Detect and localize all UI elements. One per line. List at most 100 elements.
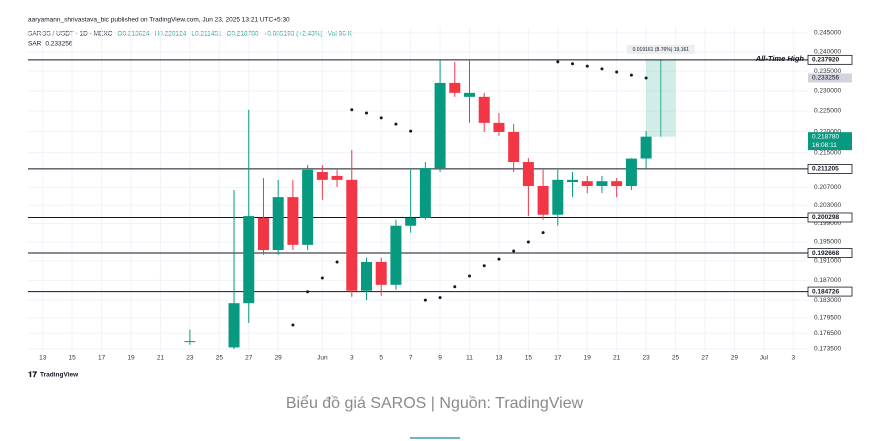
sar-dot <box>394 122 398 126</box>
measure-label-bg <box>626 45 695 54</box>
level-label-bg <box>807 212 853 223</box>
sar-dot <box>497 257 501 261</box>
x-tick-label: 29 <box>731 355 739 362</box>
legend-item: SAROS / USDT · 1D · MEXC <box>28 31 113 38</box>
sar-dot <box>409 129 413 133</box>
x-tick-label: Jul <box>760 355 769 362</box>
candle-body <box>360 261 372 291</box>
sar-dot <box>291 323 295 327</box>
header: aaryamann_shrivastava_bic published on T… <box>28 17 290 24</box>
candle-body <box>552 179 564 215</box>
candle-body <box>331 175 343 180</box>
candle-body <box>419 168 431 218</box>
sar-dot <box>600 67 604 71</box>
candle-body <box>493 122 505 132</box>
legend: SAROS / USDT · 1D · MEXC O0.213624 H0.2201… <box>28 31 353 48</box>
candle-body <box>390 225 402 285</box>
x-tick-label: 21 <box>157 355 165 362</box>
candle-body <box>287 197 299 245</box>
x-tick-label: 15 <box>69 355 77 362</box>
x-tick-label: 13 <box>39 355 47 362</box>
sar-dot <box>320 276 324 280</box>
x-tick-label: 9 <box>438 355 442 362</box>
y-tick-label: 0.203000 <box>814 202 841 209</box>
level-label: 0.211205 <box>812 166 839 173</box>
y-tick-label: 0.187000 <box>814 277 841 284</box>
x-tick-label: 21 <box>613 355 621 362</box>
sar-dot <box>526 240 530 244</box>
sar-dot <box>482 264 486 268</box>
x-tick-label: 7 <box>409 355 413 362</box>
legend-item: C0.218780 <box>227 31 259 38</box>
candle-body <box>375 261 387 285</box>
sar-dot <box>585 64 589 68</box>
y-tick-label: 0.183000 <box>814 297 841 304</box>
sar-dot <box>615 70 619 74</box>
price-label-bg <box>808 73 852 83</box>
y-tick-label: 0.225000 <box>814 108 841 115</box>
legend-item: H0.220124 <box>155 31 187 38</box>
logo-mark: 𝟏𝟕 <box>28 370 37 379</box>
candle-body <box>640 136 652 159</box>
legend-item: Vol 96 K <box>328 31 353 38</box>
x-tick-label: 17 <box>554 355 562 362</box>
measure-label: 0.019161 (8.76%) 19,161 <box>633 47 690 53</box>
y-tick-label: 0.195000 <box>814 239 841 246</box>
sar-dot <box>306 290 310 294</box>
caption-underline <box>410 437 460 439</box>
x-tick-label: 23 <box>186 355 194 362</box>
x-tick-label: 25 <box>216 355 224 362</box>
candle-body <box>302 169 314 245</box>
candle-body <box>257 217 269 251</box>
level-annotation: All-Time High <box>755 54 805 63</box>
candle-body <box>596 181 608 187</box>
candle-body <box>346 179 358 291</box>
y-tick-label: 0.230000 <box>814 88 841 95</box>
sar-dot <box>571 62 575 66</box>
sar-dot <box>556 60 560 64</box>
y-tick-label: 0.240000 <box>814 49 841 56</box>
level-label-bg <box>807 164 853 174</box>
x-tick-label: 15 <box>525 355 533 362</box>
level-label: 0.200298 <box>812 214 839 221</box>
sar-dot <box>512 249 516 253</box>
level-label: 0.192668 <box>812 250 839 257</box>
price-label-bg <box>808 132 852 151</box>
candle-body <box>478 96 490 123</box>
legend-item: O0.213624 <box>117 31 150 38</box>
y-tick-label: 0.207000 <box>814 184 841 191</box>
candle-body <box>316 171 328 180</box>
x-tick-label: 11 <box>466 355 473 362</box>
y-tick-label: 0.176500 <box>814 330 841 337</box>
y-tick-label: 0.173500 <box>814 346 841 353</box>
candle-body <box>243 216 255 304</box>
candle-body <box>537 186 549 215</box>
x-tick-label: 29 <box>275 355 283 362</box>
legend-item: +0.005193 (+2.43%) <box>263 31 322 38</box>
y-tick-label: 0.179500 <box>814 315 841 322</box>
x-tick-label: 13 <box>495 355 503 362</box>
candle-body <box>434 82 446 169</box>
candle-body <box>625 158 637 187</box>
legend-item: L0.211451 <box>191 31 222 38</box>
sar-dot <box>438 296 442 300</box>
x-tick-label: 3 <box>350 355 354 362</box>
x-tick-label: 23 <box>642 355 650 362</box>
candle-body <box>508 131 520 163</box>
logo-text: TradingView <box>40 372 79 379</box>
price-label: 0.233256 <box>812 75 839 82</box>
caption: Biểu đồ giá SAROS | Nguồn: TradingView <box>286 394 584 412</box>
sar-dot <box>335 260 339 264</box>
candle-body <box>228 303 240 348</box>
y-tick-label: 0.235000 <box>814 68 841 75</box>
legend-sar-name: SAR <box>28 41 42 48</box>
sar-dot <box>453 285 457 289</box>
y-tick-label: 0.199000 <box>814 220 841 227</box>
x-tick-label: 17 <box>98 355 106 362</box>
level-label: 0.184726 <box>812 288 839 295</box>
sar-dot <box>423 298 427 302</box>
x-tick-label: 27 <box>245 355 253 362</box>
sar-dot <box>468 274 472 278</box>
